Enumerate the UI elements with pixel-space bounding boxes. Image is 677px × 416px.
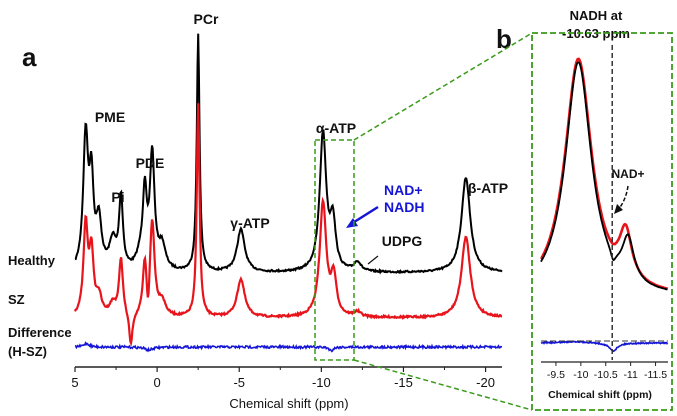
legend-healthy: Healthy [8,253,56,268]
panel-a-tick-label: -20 [476,375,495,390]
panel-a-tick-label: -10 [312,375,331,390]
nad-annotation-arrowhead [346,218,358,228]
series-difference-line [74,340,503,353]
panel-b-tick-label: -11 [623,369,638,381]
legend-sz: SZ [8,292,25,307]
panel-a-tick-label: -15 [394,375,413,390]
zoom-region-box [314,139,355,361]
panel-a-label: a [22,42,37,72]
peak-label-pi: Pi [111,189,124,205]
series-sz-line [73,103,503,347]
panel-b-label: b [496,24,512,54]
peak-label--atp: β-ATP [468,180,508,196]
peak-label-pde: PDE [136,155,165,171]
series-healthy-line [74,33,503,275]
panel-b-tick-label: -11.5 [644,369,667,381]
panel-b-tick-label: -9.5 [547,369,565,381]
peak-label--atp: γ-ATP [230,215,269,231]
panel-b-difference-line [540,340,669,353]
legend-difference: Difference [8,325,72,340]
panel-b-tick-label: -10 [573,369,588,381]
peak-label-udpg: UDPG [382,233,423,249]
panel-a-tick-label: 5 [71,375,78,390]
zoom-connector-bottom [353,359,533,411]
panel-b-tick-label: -10.5 [594,369,618,381]
panel-b-nad-arrow [617,185,629,211]
panel-a-x-axis: 5 0 -5 -10 -15 -20 [71,366,502,390]
peak-label-pcr: PCr [194,11,219,27]
panel-b-nad-arrowhead [614,204,623,214]
legend-difference-h-sz: (H-SZ) [8,344,47,359]
peak-label-pme: PME [95,109,125,125]
udpg-arrow [367,255,379,265]
panel-b-sz-line [539,57,669,290]
zoom-connector-top [353,32,533,141]
panel-a-tick-label: -5 [233,375,245,390]
peak-label--atp: α-ATP [316,120,356,136]
panel-a-x-axis-label: Chemical shift (ppm) [229,396,348,411]
nad-annotation-line2: NADH [384,199,424,215]
panel-b-frame [531,32,673,411]
panel-b-healthy-line [540,61,668,291]
panel-a-tick-label: 0 [153,375,160,390]
panel-b-x-axis: -9.5 -10 -10.5 -11 -11.5 [541,361,668,381]
panel-b-title-line1: NADH at [570,8,623,23]
nad-annotation-line1: NAD+ [384,182,423,198]
panel-b-nad-label: NAD+ [611,167,644,181]
nad-annotation-arrow [350,205,379,226]
panel-b-x-axis-label: Chemical shift (ppm) [548,389,652,401]
